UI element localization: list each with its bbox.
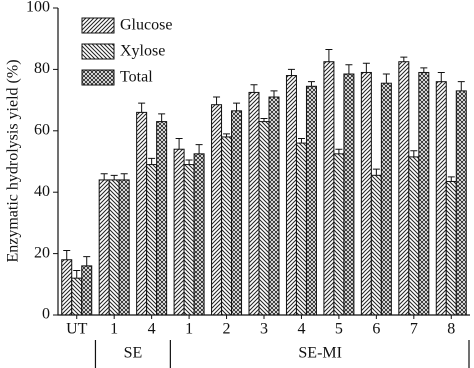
bar xyxy=(146,164,158,316)
error-bar xyxy=(270,90,278,98)
x-tick-label: 4 xyxy=(148,321,156,338)
bar xyxy=(455,90,467,316)
legend-swatch xyxy=(81,69,115,86)
error-bar xyxy=(410,150,418,157)
bar xyxy=(343,73,355,316)
error-bar xyxy=(175,137,183,150)
error-bar xyxy=(420,67,428,73)
error-bar xyxy=(307,81,315,87)
bar xyxy=(156,121,168,316)
error-bar xyxy=(195,144,203,154)
error-bar xyxy=(100,173,108,180)
bar xyxy=(380,82,392,316)
bar xyxy=(258,121,270,316)
bar xyxy=(285,75,297,316)
error-bar xyxy=(260,118,268,122)
bar xyxy=(295,142,307,316)
legend-label: Xylose xyxy=(120,43,165,60)
error-bar xyxy=(110,174,118,180)
error-bar xyxy=(287,68,295,76)
bar xyxy=(360,71,372,316)
x-tick-label: 2 xyxy=(223,321,231,338)
group-label: SE-MI xyxy=(298,345,342,362)
x-tick-label: 7 xyxy=(410,321,418,338)
error-bar xyxy=(250,84,258,93)
error-bar xyxy=(158,113,166,122)
error-bar xyxy=(345,64,353,75)
bar xyxy=(108,179,120,316)
group-label: SE xyxy=(124,345,143,362)
error-bar xyxy=(185,159,193,165)
bar xyxy=(418,71,430,316)
bar xyxy=(305,85,317,316)
error-bar xyxy=(382,73,390,84)
bar xyxy=(193,153,205,316)
y-tick-label: 20 xyxy=(34,244,50,261)
error-bar xyxy=(372,168,380,176)
bar xyxy=(445,180,457,316)
bar xyxy=(323,61,335,316)
legend-label: Total xyxy=(120,69,153,86)
error-bar xyxy=(223,133,231,137)
error-bar xyxy=(457,81,465,91)
bar xyxy=(211,104,223,316)
x-tick-label: 1 xyxy=(185,321,193,338)
bar xyxy=(173,148,185,316)
error-bar xyxy=(335,148,343,154)
y-tick-label: 100 xyxy=(26,0,50,16)
x-tick-label: 3 xyxy=(260,321,268,338)
bar xyxy=(118,179,130,316)
bar xyxy=(408,156,420,316)
error-bar xyxy=(362,62,370,73)
error-bar xyxy=(233,102,241,111)
bar xyxy=(221,136,233,316)
bar xyxy=(435,81,447,316)
bar xyxy=(136,111,148,316)
bar xyxy=(268,96,280,316)
x-tick-label: 1 xyxy=(110,321,118,338)
axes xyxy=(57,8,470,316)
error-bar xyxy=(325,48,333,62)
error-bar xyxy=(73,269,81,279)
bar xyxy=(398,61,410,316)
legend-label: Glucose xyxy=(120,17,172,34)
bar xyxy=(98,179,110,316)
x-tick-label: 4 xyxy=(297,321,305,338)
y-tick-label: 60 xyxy=(34,121,50,138)
x-tick-label: UT xyxy=(66,321,88,338)
error-bar xyxy=(297,137,305,144)
x-tick-label: 6 xyxy=(372,321,380,338)
error-bar xyxy=(437,71,445,82)
error-bar xyxy=(447,176,455,182)
error-bar xyxy=(138,102,146,113)
error-bar xyxy=(400,56,408,62)
error-bar xyxy=(120,173,128,180)
error-bar xyxy=(63,250,71,260)
bar xyxy=(183,164,195,316)
bar xyxy=(61,259,73,316)
y-tick-label: 80 xyxy=(34,60,50,77)
legend-swatch xyxy=(81,43,115,60)
bar xyxy=(231,110,243,316)
x-tick-label: 5 xyxy=(335,321,343,338)
x-tick-label: 8 xyxy=(447,321,455,338)
error-bar xyxy=(213,96,221,105)
bar xyxy=(333,153,345,316)
y-axis-label: Enzymatic hydrolysis yield (%) xyxy=(5,59,22,262)
bar xyxy=(370,174,382,316)
bar xyxy=(248,91,260,316)
y-tick-label: 40 xyxy=(34,183,50,200)
error-bar xyxy=(148,157,156,165)
error-bar xyxy=(83,256,91,266)
bar xyxy=(81,265,93,316)
bar xyxy=(71,277,83,316)
y-tick-label: 0 xyxy=(42,306,50,323)
legend-swatch xyxy=(81,17,115,34)
